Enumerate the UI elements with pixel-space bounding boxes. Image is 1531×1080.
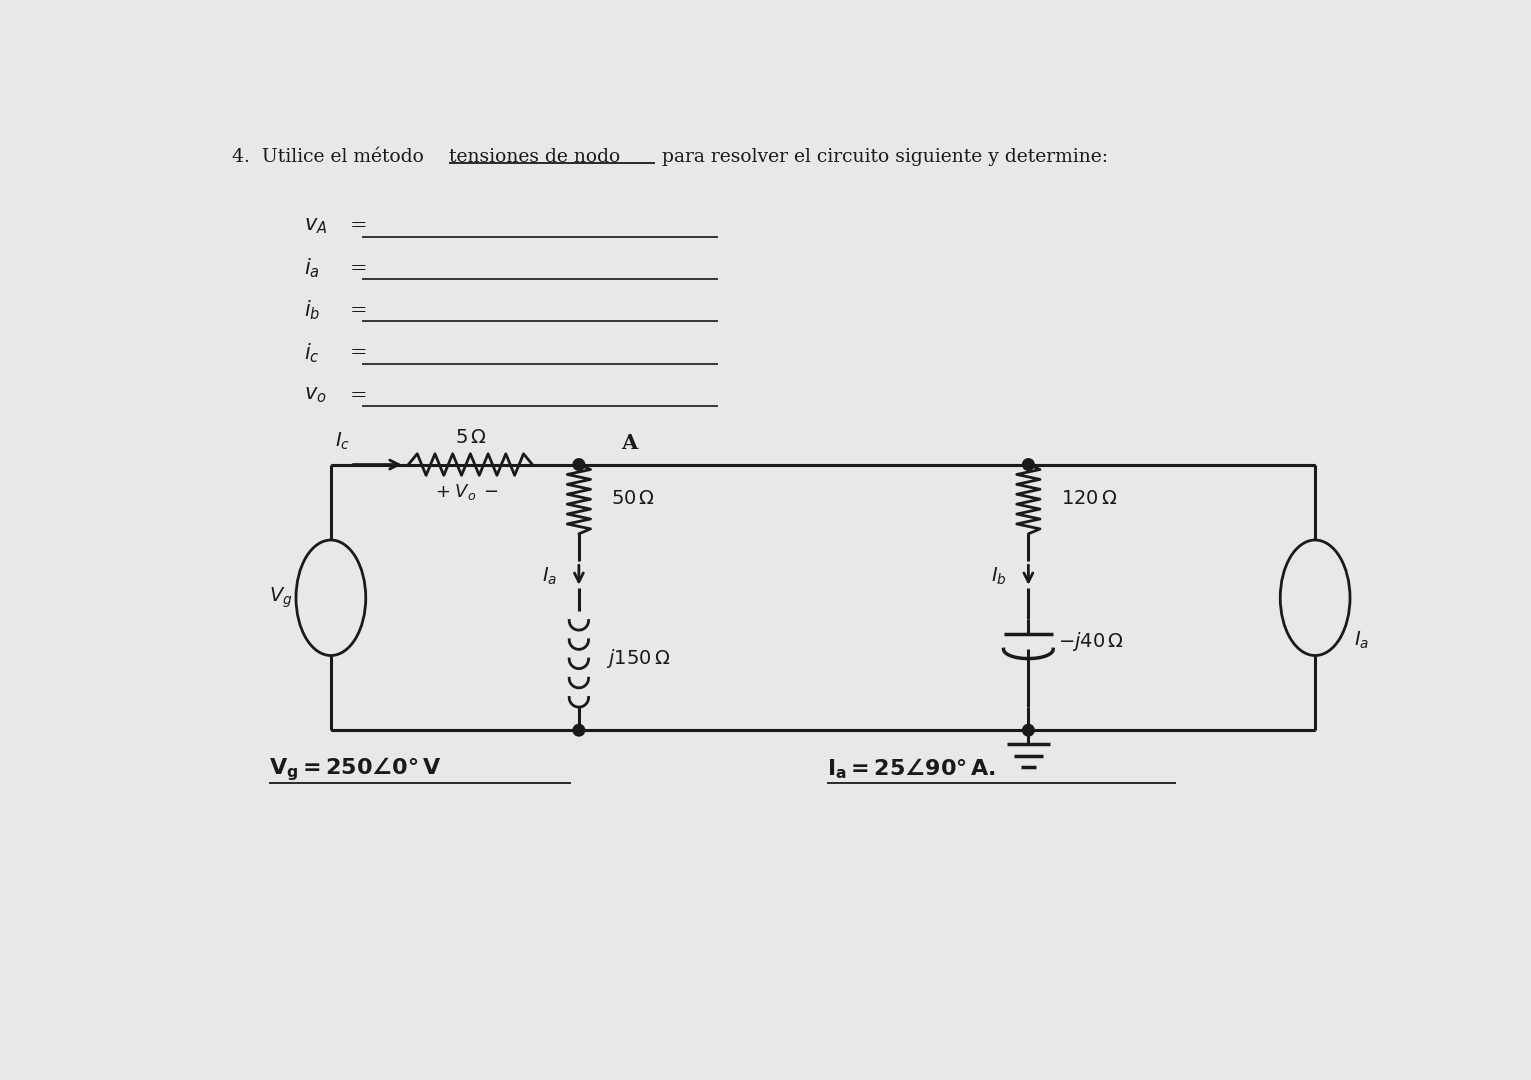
- Circle shape: [573, 725, 585, 735]
- Circle shape: [573, 459, 585, 470]
- Text: $i_b$: $i_b$: [303, 299, 320, 322]
- Text: $v_o$: $v_o$: [303, 386, 326, 405]
- Circle shape: [1023, 459, 1033, 470]
- Text: $V_g$: $V_g$: [269, 585, 292, 610]
- Text: para resolver el circuito siguiente y determine:: para resolver el circuito siguiente y de…: [657, 148, 1108, 165]
- Text: $\mathbf{V_g = 250\angle 0°\, V}$: $\mathbf{V_g = 250\angle 0°\, V}$: [269, 755, 441, 783]
- Text: $50\,\Omega$: $50\,\Omega$: [611, 490, 655, 509]
- Text: $\mathbf{I_a = 25\angle 90°\, A.}$: $\mathbf{I_a = 25\angle 90°\, A.}$: [827, 756, 995, 781]
- Text: =: =: [351, 216, 367, 235]
- Text: $i_a$: $i_a$: [303, 256, 320, 280]
- Text: $+\;V_o\;-$: $+\;V_o\;-$: [435, 482, 499, 501]
- Text: $-j40\,\Omega$: $-j40\,\Omega$: [1058, 630, 1124, 653]
- Text: $5\,\Omega$: $5\,\Omega$: [455, 429, 487, 447]
- Text: =: =: [351, 301, 367, 320]
- Text: tensiones de nodo: tensiones de nodo: [449, 148, 620, 165]
- Text: $I_a$: $I_a$: [1353, 630, 1369, 651]
- Text: $120\,\Omega$: $120\,\Omega$: [1061, 490, 1118, 509]
- Ellipse shape: [295, 540, 366, 656]
- Text: +: +: [323, 565, 340, 584]
- Text: =: =: [351, 343, 367, 363]
- Text: =: =: [351, 259, 367, 278]
- Text: −: −: [322, 609, 341, 633]
- Text: =: =: [351, 386, 367, 405]
- Text: $I_a$: $I_a$: [542, 566, 557, 586]
- Text: $j150\,\Omega$: $j150\,\Omega$: [606, 648, 671, 671]
- Text: $i_c$: $i_c$: [303, 341, 320, 365]
- Ellipse shape: [1280, 540, 1350, 656]
- Text: $v_A$: $v_A$: [303, 216, 328, 235]
- Text: $I_c$: $I_c$: [335, 431, 351, 453]
- Text: $I_b$: $I_b$: [991, 566, 1007, 586]
- Text: A: A: [622, 433, 637, 453]
- Text: 4.  Utilice el método: 4. Utilice el método: [231, 148, 430, 165]
- Circle shape: [1023, 725, 1033, 735]
